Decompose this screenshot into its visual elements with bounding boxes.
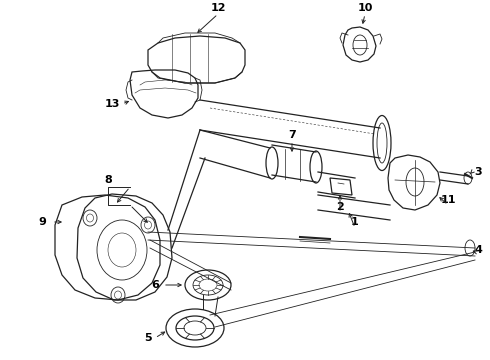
Text: 2: 2 — [336, 202, 344, 212]
Text: 3: 3 — [474, 167, 482, 177]
Text: 1: 1 — [351, 217, 359, 227]
Text: 8: 8 — [104, 175, 112, 185]
Text: 13: 13 — [104, 99, 120, 109]
Text: 5: 5 — [144, 333, 152, 343]
Text: 7: 7 — [288, 130, 296, 140]
Text: 6: 6 — [151, 280, 159, 290]
Text: 12: 12 — [210, 3, 226, 13]
Text: 10: 10 — [357, 3, 373, 13]
Text: 9: 9 — [38, 217, 46, 227]
Text: 4: 4 — [474, 245, 482, 255]
Text: 11: 11 — [440, 195, 456, 205]
